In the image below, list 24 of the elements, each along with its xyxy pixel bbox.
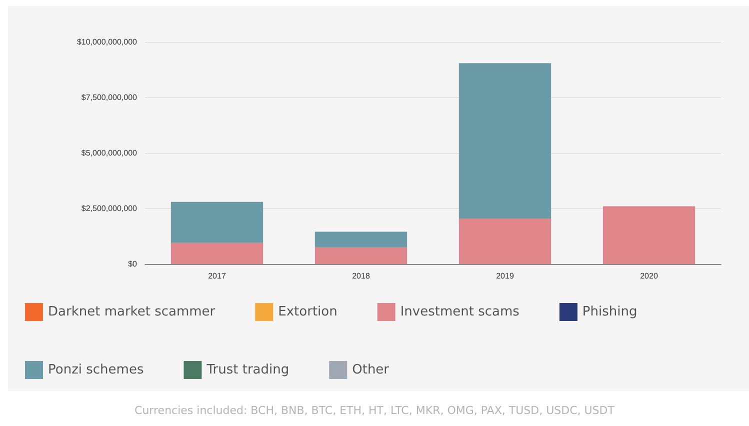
bar [458, 218, 552, 264]
bar [602, 206, 696, 264]
bar [170, 242, 264, 264]
legend-label: Trust trading [206, 362, 290, 378]
x-tick-label: 2020 [640, 272, 658, 280]
legend-label: Investment scams [400, 304, 520, 320]
legend-label: Other [352, 362, 390, 378]
y-tick-label: $0 [128, 260, 138, 268]
legend-label: Ponzi schemes [48, 362, 144, 378]
y-tick-label: $7,500,000,000 [81, 93, 138, 102]
bar [314, 247, 408, 264]
text: Currencies included: BCH, BNB, BTC, ETH, HT, LTC, MKR, OMG, PAX, TUSD, USDC, USDT [134, 404, 615, 417]
x-tick-label: 2018 [352, 272, 370, 280]
legend-label: Darknet market scammer [48, 304, 216, 320]
bar [458, 63, 552, 218]
bar [314, 232, 408, 248]
y-tick-label: $10,000,000,000 [76, 38, 138, 46]
legend-label: Extortion [278, 304, 338, 320]
bar [170, 202, 264, 243]
y-tick-label: $5,000,000,000 [81, 148, 138, 158]
legend-label: Phishing [582, 304, 638, 320]
x-tick-label: 2017 [208, 272, 226, 280]
y-tick-label: $2,500,000,000 [81, 204, 138, 213]
x-tick-label: 2019 [496, 272, 514, 280]
